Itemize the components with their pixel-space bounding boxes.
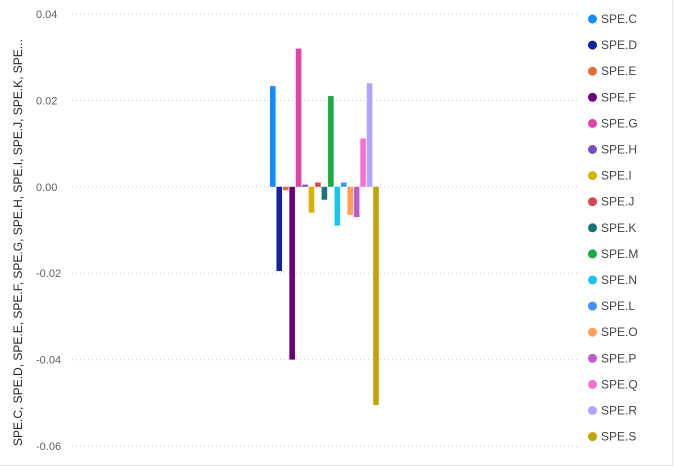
- y-tick-label: 0.04: [36, 9, 57, 21]
- legend-item-spe-l[interactable]: SPE.L: [588, 299, 635, 313]
- bar-spe-p[interactable]: [354, 187, 360, 217]
- legend-label: SPE.J: [601, 195, 634, 209]
- bar-spe-h[interactable]: [302, 185, 308, 187]
- legend-label: SPE.F: [601, 90, 636, 104]
- legend-item-spe-r[interactable]: SPE.R: [588, 404, 637, 418]
- legend-marker: [588, 41, 597, 50]
- bar-spe-n[interactable]: [335, 187, 341, 226]
- legend-label: SPE.S: [601, 430, 636, 444]
- bar-spe-r[interactable]: [367, 83, 373, 187]
- y-tick-label: -0.06: [36, 441, 61, 453]
- legend-item-spe-j[interactable]: SPE.J: [588, 195, 634, 209]
- bar-spe-f[interactable]: [289, 187, 295, 360]
- y-tick-label: -0.04: [36, 355, 61, 367]
- legend-marker: [588, 119, 597, 128]
- legend-item-spe-q[interactable]: SPE.Q: [588, 377, 638, 391]
- legend-item-spe-e[interactable]: SPE.E: [588, 64, 636, 78]
- legend-item-spe-c[interactable]: SPE.C: [588, 12, 637, 26]
- bar-spe-o[interactable]: [347, 187, 353, 215]
- legend-marker: [588, 432, 597, 441]
- y-tick-label: 0.00: [36, 182, 57, 194]
- legend-label: SPE.I: [601, 169, 632, 183]
- bars: [270, 49, 379, 405]
- legend-marker: [588, 276, 597, 285]
- legend-marker: [588, 249, 597, 258]
- legend-item-spe-s[interactable]: SPE.S: [588, 430, 636, 444]
- bar-spe-s[interactable]: [373, 187, 379, 405]
- legend-marker: [588, 302, 597, 311]
- y-tick-label: -0.02: [36, 268, 61, 280]
- legend-marker: [588, 67, 597, 76]
- legend-marker: [588, 197, 597, 206]
- legend-marker: [588, 15, 597, 24]
- bar-spe-m[interactable]: [328, 96, 334, 187]
- legend-label: SPE.K: [601, 221, 636, 235]
- y-axis-ticks: 0.04 0.02 0.00 -0.02 -0.04 -0.06: [36, 9, 61, 453]
- legend-marker: [588, 406, 597, 415]
- bar-spe-i[interactable]: [309, 187, 315, 213]
- bar-spe-l[interactable]: [341, 182, 347, 186]
- legend-label: SPE.N: [601, 273, 637, 287]
- legend-marker: [588, 354, 597, 363]
- legend-item-spe-g[interactable]: SPE.G: [588, 116, 638, 130]
- legend-label: SPE.D: [601, 38, 637, 52]
- legend-item-spe-m[interactable]: SPE.M: [588, 247, 638, 261]
- legend-label: SPE.M: [601, 247, 638, 261]
- legend-item-spe-f[interactable]: SPE.F: [588, 90, 636, 104]
- legend-marker: [588, 328, 597, 337]
- bar-spe-e[interactable]: [283, 187, 289, 190]
- legend-marker: [588, 380, 597, 389]
- bar-spe-c[interactable]: [270, 86, 276, 187]
- legend-item-spe-k[interactable]: SPE.K: [588, 221, 636, 235]
- bar-spe-j[interactable]: [315, 182, 321, 186]
- legend-marker: [588, 145, 597, 154]
- legend-item-spe-p[interactable]: SPE.P: [588, 351, 636, 365]
- legend-label: SPE.Q: [601, 377, 638, 391]
- bar-spe-d[interactable]: [276, 187, 282, 271]
- legend-item-spe-d[interactable]: SPE.D: [588, 38, 637, 52]
- legend-marker: [588, 171, 597, 180]
- legend-label: SPE.P: [601, 351, 636, 365]
- legend-item-spe-i[interactable]: SPE.I: [588, 169, 632, 183]
- bar-spe-q[interactable]: [360, 138, 366, 186]
- legend-marker: [588, 93, 597, 102]
- legend: SPE.C SPE.D SPE.E SPE.F SPE.G SPE.H SPE.I SPE.J…: [588, 12, 638, 444]
- legend-item-spe-o[interactable]: SPE.O: [588, 325, 638, 339]
- legend-label: SPE.L: [601, 299, 635, 313]
- gridlines: [72, 14, 578, 446]
- legend-item-spe-h[interactable]: SPE.H: [588, 143, 637, 157]
- legend-label: SPE.O: [601, 325, 638, 339]
- y-axis-title: SPE.C, SPE.D, SPE.E, SPE.F, SPE.G, SPE.H…: [11, 39, 25, 446]
- y-tick-label: 0.02: [36, 95, 57, 107]
- legend-label: SPE.E: [601, 64, 636, 78]
- legend-item-spe-n[interactable]: SPE.N: [588, 273, 637, 287]
- bar-spe-g[interactable]: [296, 49, 302, 187]
- legend-label: SPE.R: [601, 404, 637, 418]
- legend-marker: [588, 223, 597, 232]
- legend-label: SPE.G: [601, 116, 638, 130]
- legend-label: SPE.H: [601, 143, 637, 157]
- bar-spe-k[interactable]: [322, 187, 328, 200]
- legend-label: SPE.C: [601, 12, 637, 26]
